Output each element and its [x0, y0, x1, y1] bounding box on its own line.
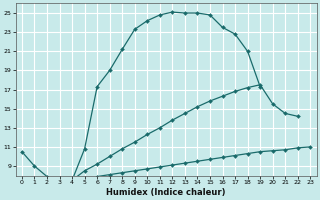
X-axis label: Humidex (Indice chaleur): Humidex (Indice chaleur)	[106, 188, 226, 197]
